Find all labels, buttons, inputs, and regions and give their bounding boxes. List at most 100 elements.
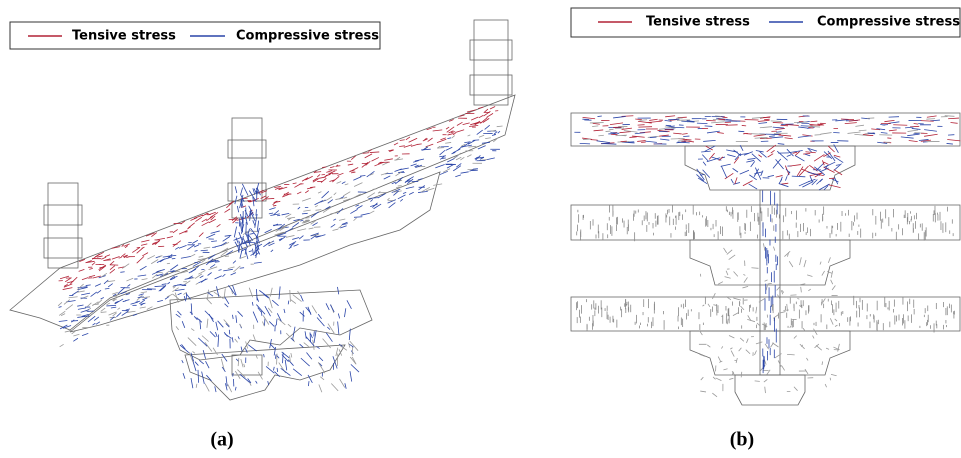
stress-vector xyxy=(361,213,370,215)
stress-vector xyxy=(241,359,243,367)
stress-vector xyxy=(123,301,126,302)
stress-vector xyxy=(330,167,334,168)
stress-vector xyxy=(727,250,732,255)
stress-vector xyxy=(485,125,490,129)
stress-vector xyxy=(266,366,274,373)
stress-vector xyxy=(302,198,311,201)
stress-vector xyxy=(215,276,222,279)
stress-vector xyxy=(337,181,342,183)
stress-vector xyxy=(173,241,181,247)
stress-vector xyxy=(301,295,304,301)
stress-vector xyxy=(354,218,357,221)
stress-vector xyxy=(487,158,495,160)
stress-vector xyxy=(583,117,596,118)
stress-vector xyxy=(729,378,733,379)
stress-vector xyxy=(206,298,212,304)
stress-vector xyxy=(370,199,372,201)
stress-vector xyxy=(888,122,899,124)
stress-vector xyxy=(446,127,449,129)
stress-vector xyxy=(77,317,85,318)
stress-vector xyxy=(703,140,715,141)
stress-vector xyxy=(926,119,935,120)
stress-vector xyxy=(210,331,216,337)
stress-vector xyxy=(803,153,810,154)
stress-vector xyxy=(742,286,748,288)
stress-vector xyxy=(909,140,918,141)
stress-vector xyxy=(112,257,120,260)
stress-vector xyxy=(754,135,766,137)
stress-vector xyxy=(288,301,289,305)
stress-vector xyxy=(778,144,785,145)
stress-vector xyxy=(283,352,284,363)
stress-vector xyxy=(108,284,113,287)
stress-vector xyxy=(733,168,738,172)
stress-vector xyxy=(629,137,636,138)
stress-vector xyxy=(223,269,233,271)
stress-vector xyxy=(756,307,757,313)
stress-vector xyxy=(89,268,93,269)
stress-vector xyxy=(228,267,235,269)
stress-vector xyxy=(218,270,221,271)
stress-vector xyxy=(73,338,78,341)
stress-vector xyxy=(71,321,78,322)
stress-vector xyxy=(257,221,258,232)
stress-vector xyxy=(238,311,243,316)
stress-vector xyxy=(191,329,194,331)
stress-vector xyxy=(389,203,396,208)
stress-vector xyxy=(881,133,888,134)
stress-vector xyxy=(206,361,210,368)
stress-vector xyxy=(89,275,95,277)
stress-vector xyxy=(407,177,414,181)
stress-vector xyxy=(248,345,256,351)
stress-vector xyxy=(127,285,130,287)
stress-vector xyxy=(461,172,469,173)
stress-vector xyxy=(351,172,355,173)
stress-vector xyxy=(326,333,332,342)
stress-vector xyxy=(747,158,755,159)
stress-vector xyxy=(142,279,148,280)
stress-vector xyxy=(59,307,62,308)
stress-vector xyxy=(452,136,455,139)
stress-vector xyxy=(350,209,357,213)
stress-vector xyxy=(463,123,470,125)
stress-vector xyxy=(351,364,359,372)
stress-vector xyxy=(326,303,329,310)
stress-vector xyxy=(198,270,205,274)
stress-vector xyxy=(428,138,433,142)
stress-vector xyxy=(316,210,322,211)
stress-vector xyxy=(433,184,442,185)
stress-vector xyxy=(256,209,257,215)
stress-vector xyxy=(468,135,471,136)
stress-vector xyxy=(368,198,377,199)
stress-vector xyxy=(206,234,215,238)
stress-vector xyxy=(649,119,657,120)
stress-vector xyxy=(819,184,830,190)
stress-vector xyxy=(597,141,610,143)
stress-vector xyxy=(229,219,237,220)
stress-vector xyxy=(176,326,179,330)
stress-vector xyxy=(263,242,270,247)
stress-vector xyxy=(126,309,130,310)
stress-vector xyxy=(820,168,829,172)
stress-vector xyxy=(352,194,360,198)
stress-vector xyxy=(807,275,812,277)
stress-vector xyxy=(594,130,604,131)
stress-vector xyxy=(597,116,601,117)
legend-label: Tensive stress xyxy=(72,29,176,44)
stress-vector xyxy=(176,314,180,317)
stress-vector xyxy=(285,228,293,233)
stress-vector xyxy=(713,377,715,379)
stress-vector xyxy=(300,220,303,221)
stress-vector xyxy=(326,197,332,201)
stress-vector xyxy=(242,184,248,196)
stress-vector xyxy=(282,213,290,215)
stress-vector xyxy=(813,336,814,339)
stress-vector xyxy=(409,192,414,194)
stress-vector xyxy=(211,241,217,242)
stress-vector xyxy=(497,126,503,127)
stress-vector xyxy=(781,183,788,184)
stress-vector xyxy=(905,127,913,128)
stress-vector xyxy=(789,261,793,267)
stress-vector xyxy=(147,255,154,259)
stress-vector xyxy=(181,256,191,258)
